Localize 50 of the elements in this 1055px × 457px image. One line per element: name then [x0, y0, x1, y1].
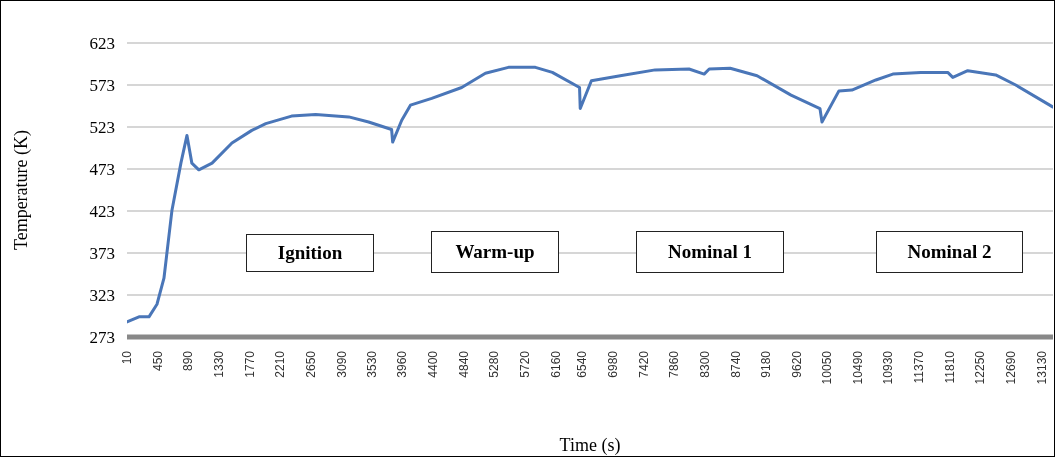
- text-box: Ignition: [246, 234, 374, 272]
- y-tick-label: 373: [89, 243, 115, 263]
- x-tick-label: 7420: [636, 350, 651, 378]
- annotation: Nominal 1: [668, 241, 752, 263]
- x-tick-label: 8740: [728, 350, 743, 378]
- y-tick-label: 323: [89, 285, 115, 305]
- x-tick-label: 6540: [575, 350, 590, 378]
- x-tick-label: 10490: [850, 350, 865, 385]
- x-tick-label: 4840: [456, 350, 471, 378]
- x-tick-label: 10930: [881, 350, 896, 385]
- x-tick-label: 4400: [426, 350, 441, 378]
- x-tick-label: 12250: [973, 350, 988, 385]
- y-tick-label: 273: [89, 327, 115, 347]
- x-tick-label: 890: [181, 350, 196, 372]
- annotation: Warm-up: [455, 241, 535, 263]
- x-tick-label: 12690: [1004, 350, 1019, 385]
- text-box: Warm-up: [431, 231, 559, 273]
- x-tick-label: 2210: [273, 350, 288, 378]
- y-tick-label: 523: [89, 117, 115, 137]
- annotation: Nominal 2: [907, 241, 992, 263]
- y-axis-title: Temperature (K): [11, 129, 33, 251]
- x-tick-label: 6160: [548, 350, 563, 378]
- x-tick-label: 7860: [667, 350, 682, 378]
- x-tick-label: 11370: [912, 350, 927, 384]
- y-tick-label: 573: [89, 75, 115, 95]
- x-tick-label: 3530: [365, 350, 380, 378]
- x-tick-label: 11810: [942, 350, 957, 384]
- x-tick-label: 450: [150, 350, 165, 372]
- x-tick-label: 8300: [698, 350, 713, 378]
- x-axis-title: Time (s): [559, 435, 621, 456]
- x-tick-label: 9180: [759, 350, 774, 378]
- x-tick-label: 3960: [395, 350, 410, 378]
- x-tick-label: 5720: [518, 350, 533, 378]
- x-tick-label: 9620: [790, 350, 805, 378]
- y-tick-label: 473: [89, 159, 115, 179]
- x-tick-label: 5280: [487, 350, 502, 378]
- line-series: [127, 65, 1053, 324]
- y-tick-label: 423: [89, 201, 115, 221]
- text-box: Nominal 2: [876, 231, 1023, 273]
- annotation: Ignition: [277, 242, 343, 264]
- x-tick-label: 10050: [820, 350, 835, 385]
- text-box: Nominal 1: [636, 231, 784, 273]
- x-tick-label: 2650: [304, 350, 319, 378]
- x-tick-label: 13130: [1034, 350, 1049, 385]
- x-tick-label: 10: [120, 350, 134, 365]
- x-tick-label: 1770: [242, 350, 257, 378]
- x-tick-label: 1330: [212, 350, 227, 378]
- x-tick-label: 3090: [334, 350, 349, 378]
- x-tick-label: 6980: [606, 350, 621, 378]
- y-tick-label: 623: [89, 33, 115, 53]
